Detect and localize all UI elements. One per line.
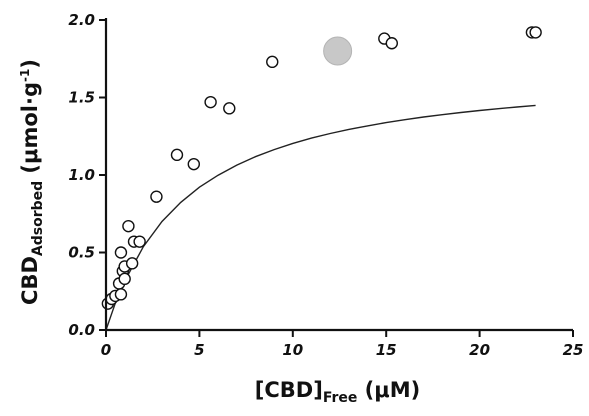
data-point xyxy=(529,26,542,39)
x-axis-title: [CBD]Free (μM) xyxy=(255,378,420,406)
data-point xyxy=(118,272,131,286)
data-point xyxy=(125,257,139,270)
y-tick-label: 0.0 xyxy=(68,321,95,339)
y-tick-label: 1.5 xyxy=(68,89,95,107)
data-point xyxy=(133,235,146,248)
data-point xyxy=(114,246,128,259)
data-point xyxy=(150,190,163,203)
data-point xyxy=(223,102,236,115)
data-point xyxy=(122,219,135,233)
x-tick-label: 20 xyxy=(469,341,490,359)
highlight-point xyxy=(323,36,353,66)
data-point xyxy=(187,157,200,171)
data-point xyxy=(114,288,128,301)
y-axis-title: CBDAdsorbed (μmol·g-1) xyxy=(18,59,46,305)
x-tick-label: 10 xyxy=(282,341,303,359)
y-tick-label: 1.0 xyxy=(68,166,95,184)
data-point xyxy=(266,55,279,69)
fit-curve xyxy=(105,104,536,331)
x-tick-label: 0 xyxy=(101,341,111,359)
x-tick-label: 25 xyxy=(563,341,584,359)
data-point xyxy=(204,95,217,109)
x-tick-label: 15 xyxy=(376,341,397,359)
data-point xyxy=(170,148,184,162)
y-tick-label: 0.5 xyxy=(68,244,95,262)
data-point xyxy=(385,37,399,50)
x-tick-label: 5 xyxy=(194,341,204,359)
y-tick-label: 2.0 xyxy=(68,11,95,29)
